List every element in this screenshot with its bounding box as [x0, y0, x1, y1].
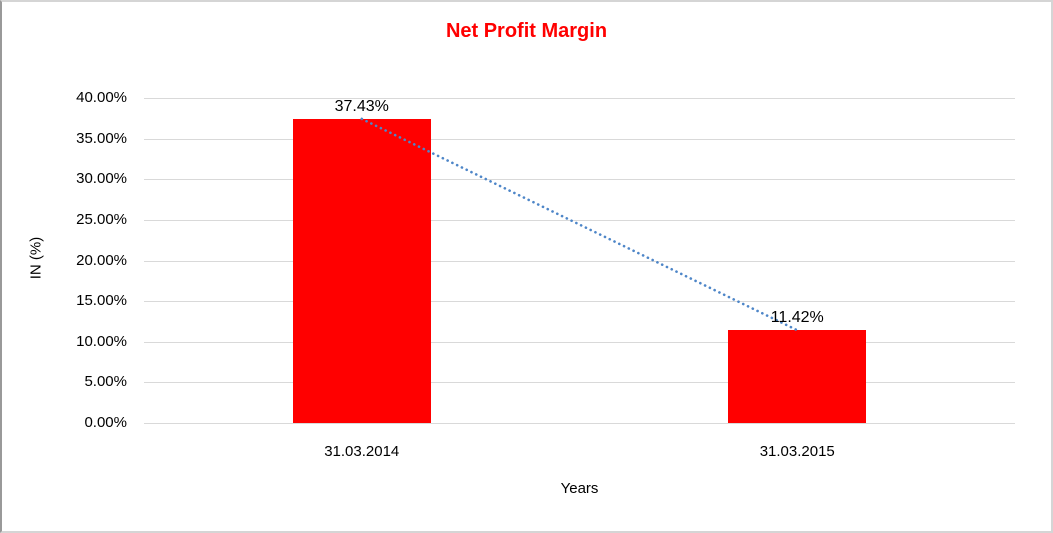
y-tick-label: 25.00%: [76, 210, 127, 228]
gridline: [144, 98, 1015, 99]
plot-area: 37.43% 11.42%: [144, 97, 1015, 424]
gridline: [144, 260, 1015, 262]
gridline: [144, 301, 1015, 303]
gridline: [144, 341, 1015, 343]
trendline[interactable]: [144, 98, 1015, 423]
data-label-2015: 11.42%: [770, 309, 824, 327]
y-tick-label: 5.00%: [84, 373, 127, 391]
y-tick-label: 30.00%: [76, 170, 127, 188]
gridline: [144, 179, 1015, 181]
data-label-2014: 37.43%: [334, 97, 389, 115]
x-category-2014: 31.03.2014: [324, 443, 400, 460]
bar-2015[interactable]: [728, 330, 867, 423]
x-category-2015: 31.03.2015: [759, 443, 835, 460]
gridline: [144, 219, 1015, 221]
gridline: [144, 423, 1015, 424]
x-axis-title: Years: [560, 480, 599, 497]
y-tick-label: 10.00%: [76, 332, 127, 350]
gridline: [144, 382, 1015, 384]
y-tick-label: 0.00%: [84, 414, 127, 431]
y-tick-label: 40.00%: [76, 89, 127, 106]
gridline: [144, 138, 1015, 140]
y-tick-label: 15.00%: [76, 292, 127, 310]
bar-2014[interactable]: [292, 118, 431, 423]
y-tick-label: 20.00%: [76, 251, 127, 269]
chart-title: Net Profit Margin: [445, 20, 608, 42]
y-tick-label: 35.00%: [76, 129, 127, 147]
